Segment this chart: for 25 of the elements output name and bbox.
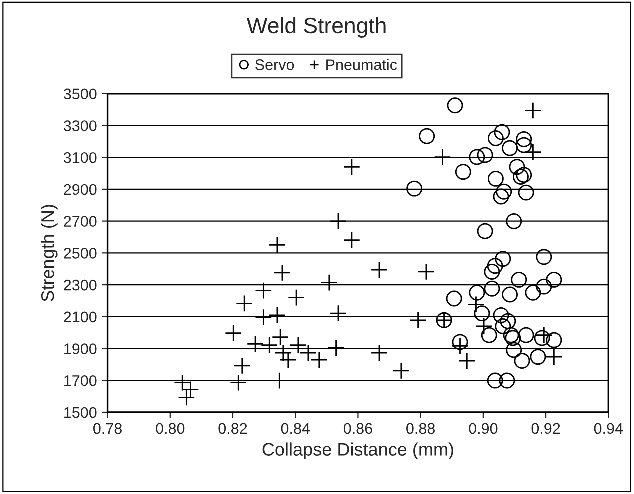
x-axis-title: Collapse Distance (mm) [262,442,454,460]
y-tick-label: 2500 [64,248,97,259]
legend-label: Pneumatic [326,59,398,70]
y-tick-label: 1900 [64,344,97,354]
x-tick-label: 0.82 [218,423,248,434]
chart-title: Weld Strength [246,17,386,38]
x-tick-label: 0.90 [469,423,498,434]
legend-label: Servo [256,60,294,70]
y-tick-label: 2100 [64,312,97,323]
y-axis-title: Strength (N) [40,205,58,302]
x-tick-label: 0.94 [594,423,624,434]
y-tick-label: 2700 [64,216,97,227]
y-tick-label: 3300 [64,120,97,132]
y-tick-label: 3500 [64,88,97,100]
x-tick-label: 0.86 [344,423,372,434]
x-tick-label: 0.78 [94,423,122,434]
x-tick-label: 0.84 [281,423,310,434]
x-tick-label: 0.92 [532,423,560,434]
x-tick-label: 0.80 [156,423,185,434]
y-tick-label: 1500 [64,407,97,418]
x-tick-label: 0.88 [406,423,436,434]
y-tick-label: 1700 [64,375,97,386]
y-tick-label: 2300 [64,280,97,291]
y-tick-label: 2900 [64,184,97,196]
y-tick-label: 3100 [64,152,97,164]
